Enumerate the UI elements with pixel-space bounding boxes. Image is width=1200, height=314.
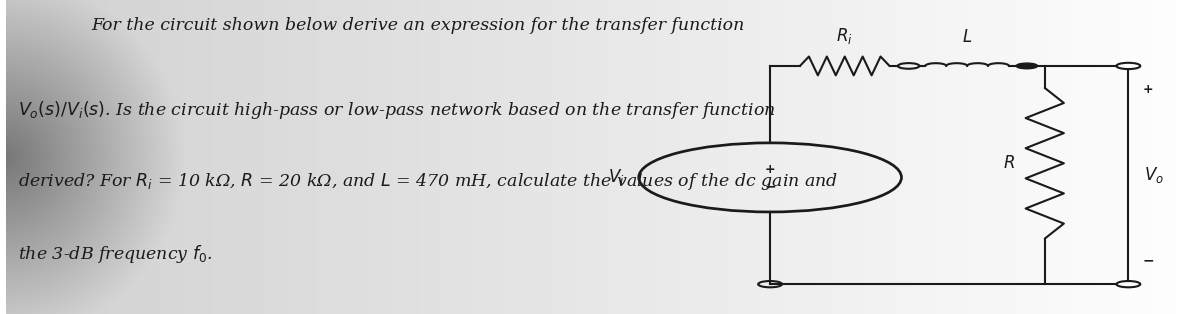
Text: +: + xyxy=(764,163,775,176)
Text: derived? For $R_i$ = 10 kΩ, $R$ = 20 kΩ, and $L$ = 470 mH, calculate the values : derived? For $R_i$ = 10 kΩ, $R$ = 20 kΩ,… xyxy=(18,171,838,192)
Circle shape xyxy=(1016,63,1038,69)
Text: +: + xyxy=(1142,83,1153,96)
Text: For the circuit shown below derive an expression for the transfer function: For the circuit shown below derive an ex… xyxy=(91,17,744,34)
Text: −: − xyxy=(764,180,776,194)
Text: $R_i$: $R_i$ xyxy=(836,25,853,46)
Text: $V_o$: $V_o$ xyxy=(1144,165,1164,185)
Text: $R$: $R$ xyxy=(1003,155,1015,172)
Text: −: − xyxy=(1142,254,1154,268)
Text: $L$: $L$ xyxy=(962,29,972,46)
Text: $V_i$: $V_i$ xyxy=(608,167,624,187)
Text: the 3-dB frequency $f_0$.: the 3-dB frequency $f_0$. xyxy=(18,243,212,265)
Text: $V_o(s)/V_i(s)$. Is the circuit high-pass or low-pass network based on the trans: $V_o(s)/V_i(s)$. Is the circuit high-pas… xyxy=(18,99,775,121)
